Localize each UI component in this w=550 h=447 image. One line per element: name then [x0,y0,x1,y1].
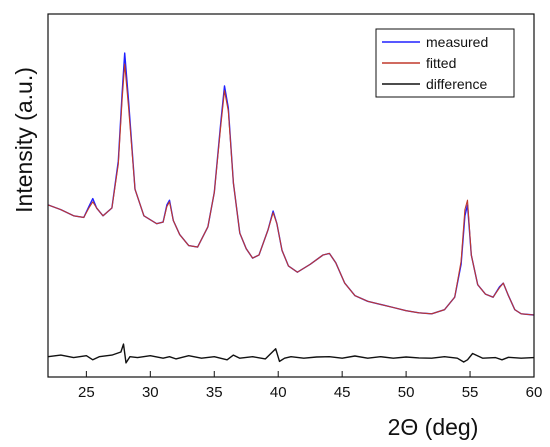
x-tick-label: 35 [206,384,223,401]
legend-label-difference: difference [426,76,487,92]
x-tick-label: 40 [270,384,287,401]
legend: measured fitted difference [375,28,515,98]
series-line-fitted [47,63,535,316]
y-axis-title: Intensity (a.u.) [11,67,37,213]
x-tick-label: 55 [462,384,479,401]
legend-label-measured: measured [426,34,488,50]
plot-frame [47,13,535,378]
x-tick-label: 45 [334,384,351,401]
x-tick-label: 50 [398,384,415,401]
x-axis-title: 2Θ (deg) [388,414,479,440]
x-axis-ticks: 25 30 35 40 45 50 55 60 [78,371,542,401]
legend-label-fitted: fitted [426,55,456,71]
legend-frame [375,28,515,98]
x-tick-label: 25 [78,384,95,401]
series-line-difference [47,343,535,364]
x-tick-label: 60 [526,384,543,401]
plot-lines [47,52,535,364]
x-tick-label: 30 [142,384,159,401]
